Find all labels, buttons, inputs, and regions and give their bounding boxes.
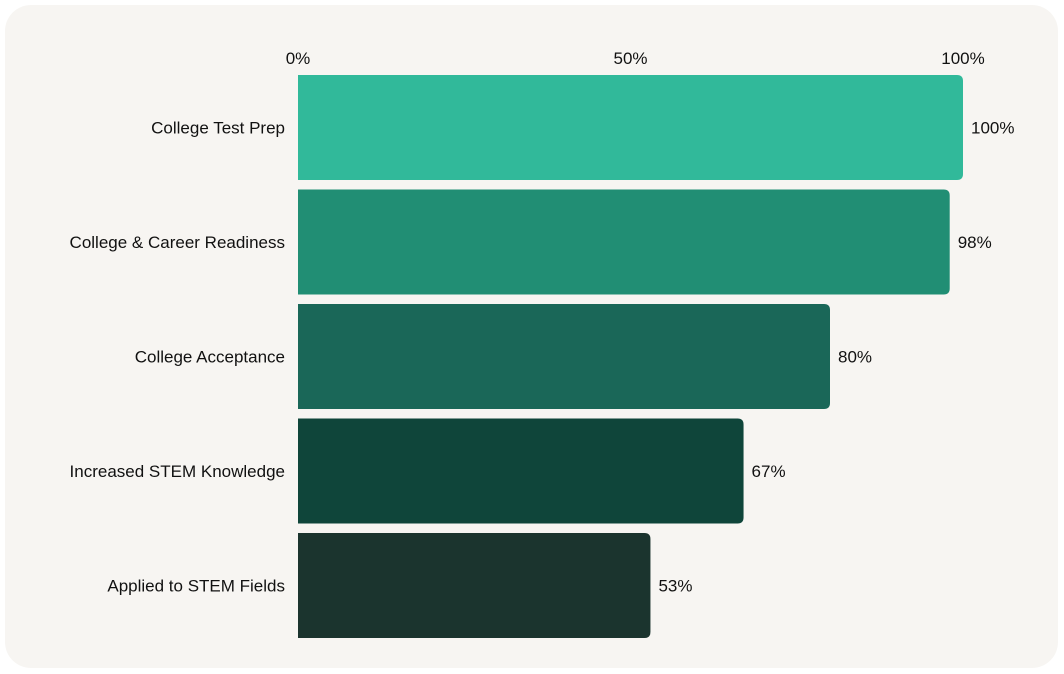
category-labels: College Test Prep College & Career Readin…: [70, 119, 285, 596]
category-label: College Acceptance: [135, 348, 285, 367]
value-labels: 100% 98% 80% 67% 53%: [658, 119, 1014, 596]
category-label: Applied to STEM Fields: [107, 577, 285, 596]
value-label: 100%: [971, 119, 1014, 138]
bar: [298, 533, 651, 638]
value-label: 98%: [958, 233, 992, 252]
bar: [298, 75, 963, 180]
bars: [298, 75, 963, 638]
x-tick-label: 50%: [613, 49, 647, 68]
x-axis-ticks: 0% 50% 100%: [286, 49, 985, 68]
bar: [298, 304, 830, 409]
value-label: 80%: [838, 348, 872, 367]
x-tick-label: 100%: [941, 49, 984, 68]
bar: [298, 418, 744, 524]
value-label: 53%: [658, 577, 692, 596]
category-label: College Test Prep: [151, 119, 285, 138]
x-tick-label: 0%: [286, 49, 311, 68]
bar: [298, 189, 950, 295]
value-label: 67%: [752, 462, 786, 481]
category-label: Increased STEM Knowledge: [70, 462, 285, 481]
category-label: College & Career Readiness: [70, 233, 285, 252]
